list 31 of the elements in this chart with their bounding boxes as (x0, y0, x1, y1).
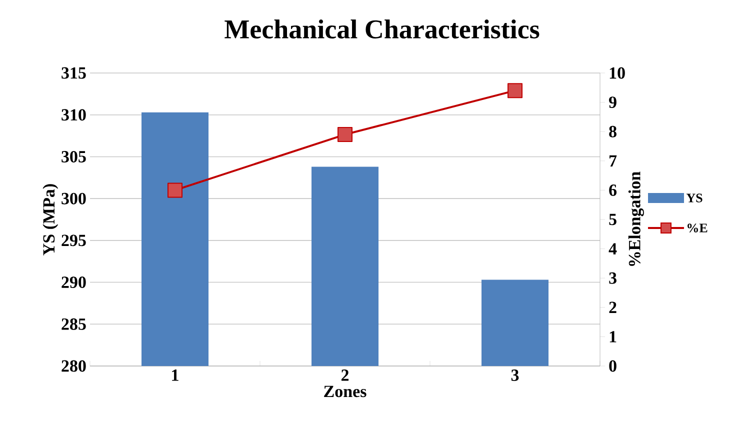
y-tick-label: 310 (62, 109, 86, 121)
legend-label: %E (688, 224, 708, 232)
x-tick-label: 1 (172, 370, 178, 381)
point (338, 127, 353, 142)
y-tick-label: 280 (62, 360, 86, 372)
y2-tick-label: 5 (609, 214, 616, 226)
y2-tick-label: 4 (608, 243, 617, 254)
y2-tick-label: 0 (609, 360, 616, 372)
y-tick-label: 315 (62, 67, 86, 79)
y2-tick-label: 1 (610, 331, 616, 342)
legend-label: YS (686, 194, 702, 202)
y-tick-label: 305 (62, 150, 86, 162)
y2-tick-label: 9 (609, 96, 616, 108)
y-tick-label: 285 (62, 318, 86, 330)
x-axis-title: Zones (324, 386, 366, 398)
point (508, 83, 523, 98)
x-tick-label: 2 (341, 370, 349, 381)
y-tick-label: 295 (62, 234, 86, 246)
point (168, 182, 183, 198)
y-axis-title: YS (MPa) (42, 184, 58, 256)
y2-tick-label: 7 (610, 155, 617, 166)
y2-axis-title: %Elongation (628, 172, 644, 266)
chart-title: Mechanical Characteristics (224, 19, 540, 38)
y2-tick-label: 6 (609, 184, 617, 196)
y2-tick-label: 10 (610, 67, 625, 79)
x-tick-label: 3 (511, 370, 519, 381)
y2-tick-label: 2 (609, 302, 616, 314)
y2-tick-label: 8 (609, 126, 616, 138)
y-tick-label: 290 (62, 276, 86, 288)
y2-tick-label: 3 (609, 272, 616, 284)
y-tick-label: 300 (62, 192, 86, 204)
